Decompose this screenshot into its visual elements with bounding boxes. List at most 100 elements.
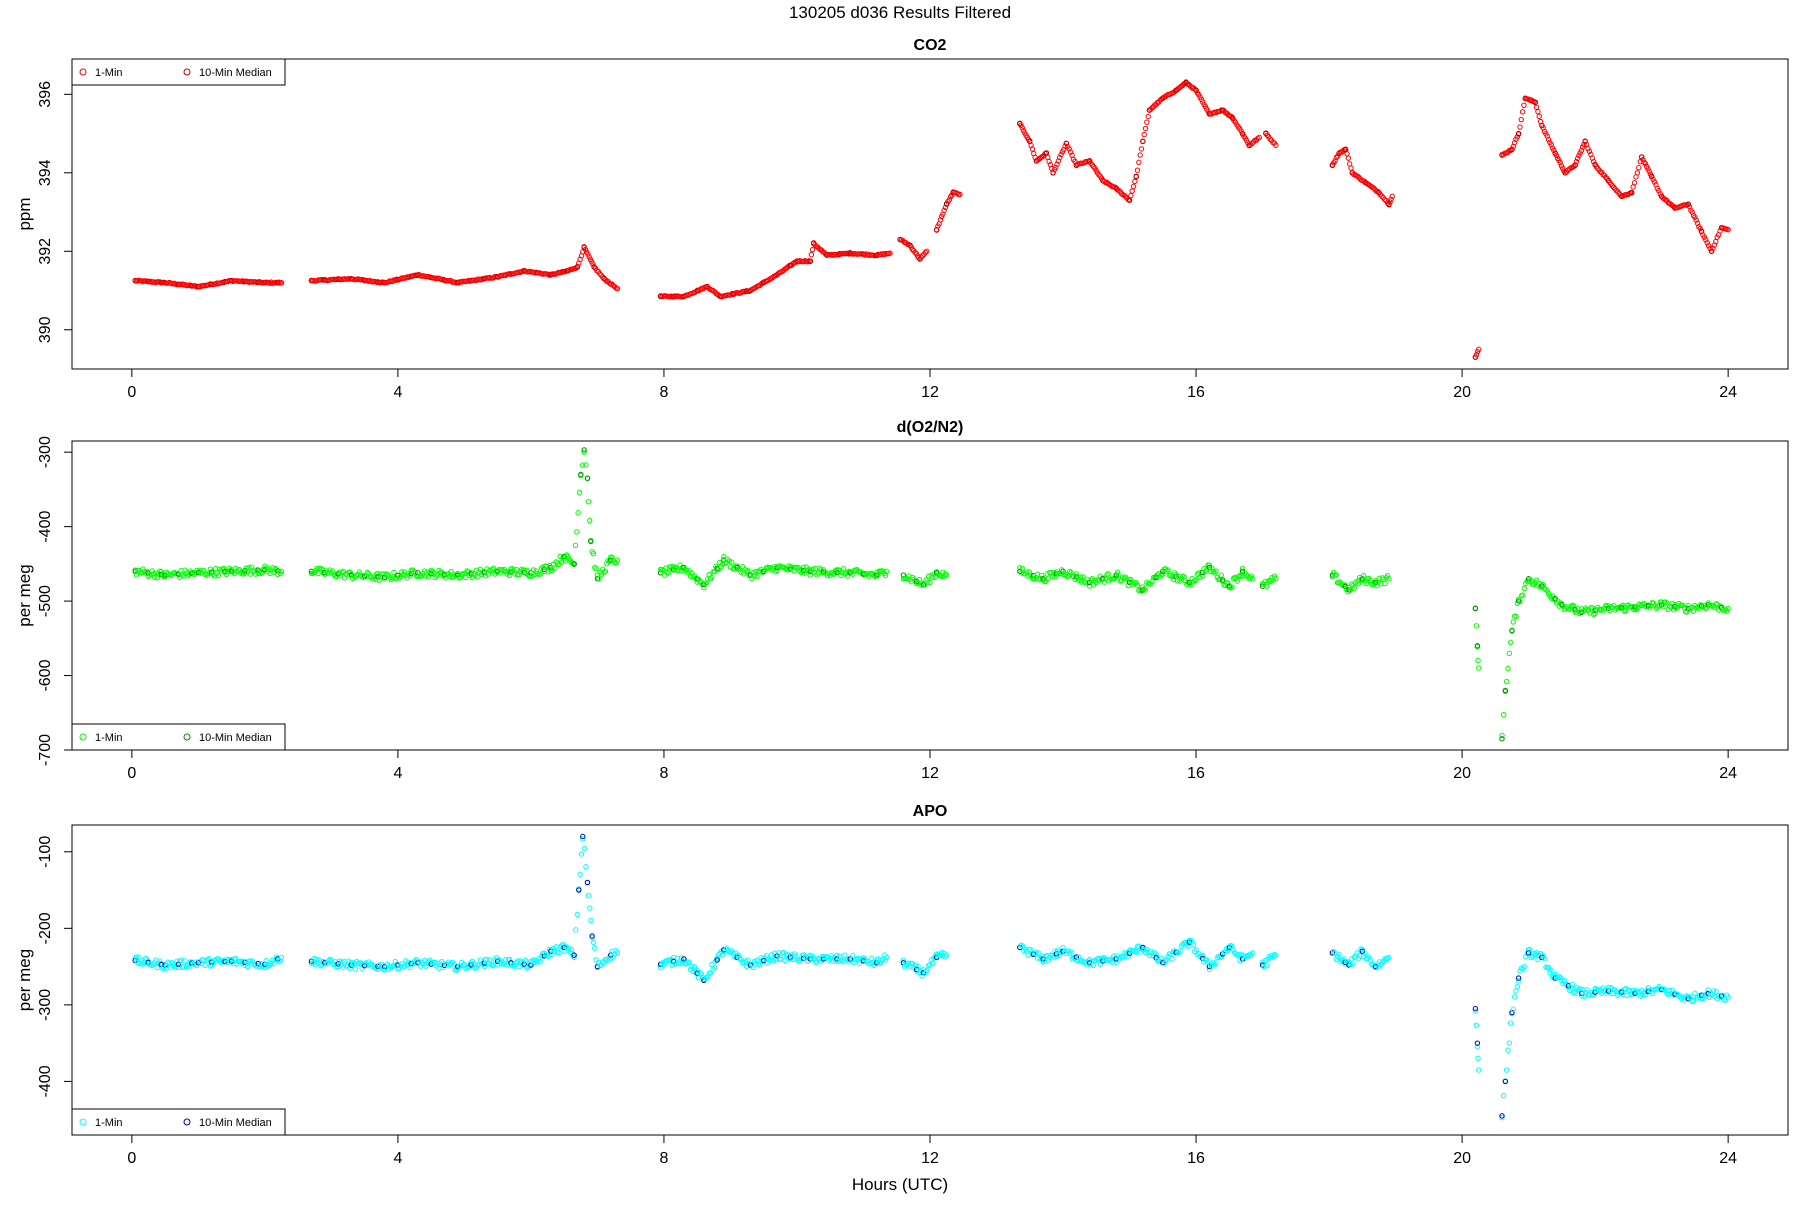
data-point — [489, 566, 496, 573]
data-point — [1055, 947, 1061, 953]
data-point — [1631, 179, 1638, 186]
data-point — [1520, 592, 1526, 598]
data-point — [614, 950, 621, 956]
data-point — [1113, 959, 1119, 966]
data-point — [1474, 1044, 1481, 1050]
median-point — [1628, 189, 1635, 196]
data-point — [1690, 608, 1697, 614]
data-point — [1021, 948, 1027, 954]
data-point — [851, 959, 857, 966]
data-point — [1609, 183, 1616, 189]
data-point — [563, 944, 570, 951]
data-point — [916, 255, 922, 261]
data-point — [1579, 993, 1585, 999]
data-point — [1670, 607, 1677, 613]
median-point — [761, 279, 767, 286]
data-point — [590, 261, 596, 267]
data-point — [1707, 245, 1713, 252]
data-point — [1705, 987, 1711, 993]
median-point — [900, 572, 907, 578]
data-point — [310, 960, 316, 967]
data-point — [552, 565, 558, 571]
data-point — [790, 261, 796, 267]
data-point — [1476, 346, 1482, 353]
data-point — [1201, 566, 1207, 572]
median-point — [1100, 576, 1106, 582]
data-point — [1661, 986, 1667, 992]
data-point — [457, 574, 464, 581]
data-point — [1517, 598, 1523, 605]
data-point — [587, 905, 593, 911]
data-point — [1058, 151, 1064, 158]
data-point — [1513, 613, 1519, 620]
x-tick-label: 16 — [1187, 1150, 1205, 1167]
data-point — [1168, 572, 1174, 578]
data-point — [1136, 159, 1142, 166]
data-point — [1190, 579, 1197, 585]
data-point — [510, 567, 517, 574]
data-point — [1077, 574, 1084, 580]
median-point — [584, 475, 591, 481]
data-point — [809, 246, 816, 253]
data-point — [1697, 225, 1703, 232]
data-point — [1585, 146, 1591, 152]
median-point — [1329, 950, 1336, 956]
data-point — [1360, 572, 1367, 579]
data-point — [1710, 988, 1717, 994]
x-tick-label: 16 — [1187, 765, 1205, 782]
median-point — [1472, 605, 1479, 612]
data-point — [1112, 575, 1118, 581]
data-point — [1036, 950, 1042, 956]
data-point — [1384, 955, 1391, 962]
legend: 1-Min 10-Min Median — [71, 1108, 286, 1136]
y-axis-label: per meg — [15, 564, 34, 626]
data-point — [1355, 956, 1362, 962]
data-point — [729, 559, 735, 565]
data-point — [1350, 961, 1356, 967]
y-tick-label: -600 — [37, 659, 54, 691]
data-point — [1134, 167, 1141, 173]
data-point — [339, 958, 345, 965]
data-point — [401, 963, 408, 969]
data-point — [247, 958, 253, 964]
legend-box — [71, 723, 286, 751]
data-point — [423, 963, 429, 969]
data-point — [695, 576, 702, 582]
data-point — [1565, 984, 1572, 991]
data-point — [1066, 950, 1073, 957]
data-point — [1548, 967, 1554, 974]
data-point — [1363, 580, 1370, 587]
data-point — [1347, 587, 1354, 593]
data-point — [1017, 565, 1023, 571]
y-tick-label: 390 — [37, 316, 54, 343]
data-point — [1352, 579, 1359, 586]
data-point — [1388, 196, 1394, 203]
data-point — [352, 966, 359, 972]
data-point — [750, 964, 756, 971]
data-point — [1359, 946, 1366, 953]
data-point — [1090, 962, 1097, 969]
data-point — [274, 571, 281, 577]
legend-marker — [183, 733, 191, 741]
data-point — [721, 553, 727, 560]
data-point — [609, 554, 615, 561]
median-point — [1672, 603, 1678, 610]
y-tick-label: -500 — [37, 585, 54, 617]
data-point — [1197, 574, 1203, 581]
chart-title: CO2 — [914, 37, 947, 54]
data-point — [1557, 159, 1563, 166]
data-point — [938, 949, 945, 956]
data-point — [877, 960, 884, 966]
data-point — [1581, 141, 1587, 148]
data-point — [481, 963, 488, 970]
data-point — [735, 952, 742, 959]
data-point — [1134, 583, 1141, 589]
data-point — [1511, 139, 1518, 146]
data-point — [840, 566, 847, 572]
x-tick-label: 12 — [921, 765, 939, 782]
data-point — [571, 954, 577, 961]
data-point — [1359, 577, 1366, 584]
data-point — [1157, 958, 1163, 964]
data-point — [1052, 948, 1058, 954]
data-point — [1500, 1092, 1507, 1099]
